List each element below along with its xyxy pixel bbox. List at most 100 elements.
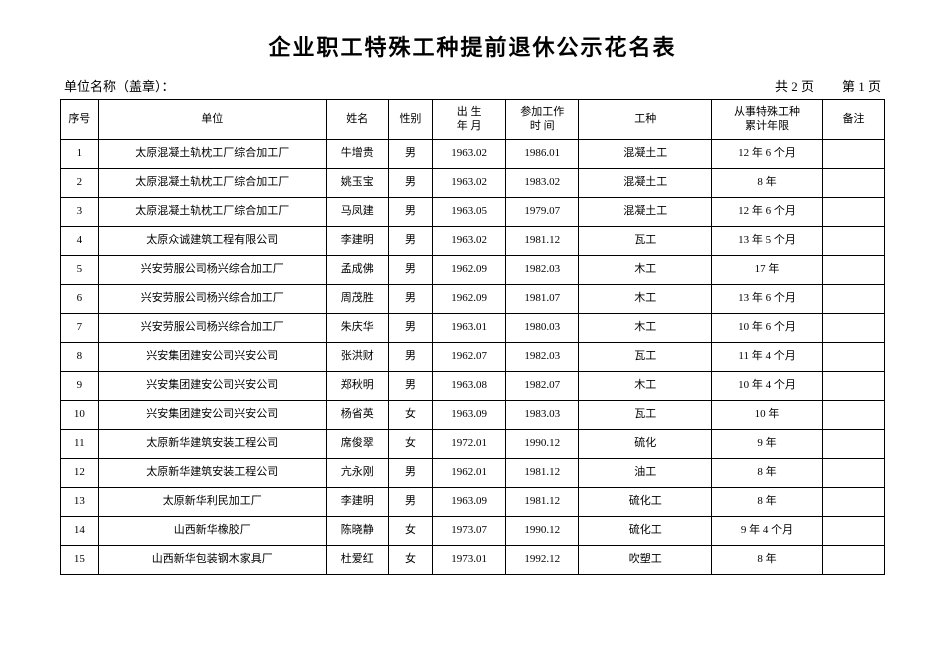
cell-sex: 男: [388, 314, 432, 343]
cell-org: 太原新华建筑安装工程公司: [98, 459, 326, 488]
cell-birth: 1963.02: [433, 140, 506, 169]
cell-name: 杨省英: [326, 401, 388, 430]
cell-org: 兴安集团建安公司兴安公司: [98, 343, 326, 372]
cell-duration: 8 年: [712, 488, 823, 517]
cell-seq: 7: [61, 314, 99, 343]
cell-birth: 1962.01: [433, 459, 506, 488]
col-name: 姓名: [326, 100, 388, 140]
page-title: 企业职工特殊工种提前退休公示花名表: [60, 30, 885, 62]
cell-org: 太原众诚建筑工程有限公司: [98, 227, 326, 256]
cell-org: 太原新华利民加工厂: [98, 488, 326, 517]
col-seq: 序号: [61, 100, 99, 140]
cell-birth: 1963.05: [433, 198, 506, 227]
cell-note: [822, 198, 884, 227]
cell-sex: 男: [388, 169, 432, 198]
cell-seq: 8: [61, 343, 99, 372]
cell-note: [822, 372, 884, 401]
cell-birth: 1963.02: [433, 169, 506, 198]
cell-duration: 8 年: [712, 546, 823, 575]
table-row: 15山西新华包装钢木家具厂杜爱红女1973.011992.12吹塑工8 年: [61, 546, 885, 575]
cell-join: 1983.03: [506, 401, 579, 430]
cell-birth: 1963.09: [433, 488, 506, 517]
cell-name: 马凤建: [326, 198, 388, 227]
cell-note: [822, 343, 884, 372]
cell-note: [822, 227, 884, 256]
cell-note: [822, 256, 884, 285]
cell-birth: 1963.08: [433, 372, 506, 401]
cell-job: 吹塑工: [579, 546, 712, 575]
table-row: 14山西新华橡胶厂陈晓静女1973.071990.12硫化工9 年 4 个月: [61, 517, 885, 546]
table-row: 10兴安集团建安公司兴安公司杨省英女1963.091983.03瓦工10 年: [61, 401, 885, 430]
cell-job: 混凝土工: [579, 140, 712, 169]
cell-sex: 男: [388, 227, 432, 256]
cell-note: [822, 140, 884, 169]
cell-birth: 1963.09: [433, 401, 506, 430]
cell-duration: 9 年: [712, 430, 823, 459]
cell-birth: 1962.09: [433, 285, 506, 314]
cell-job: 木工: [579, 372, 712, 401]
cell-seq: 3: [61, 198, 99, 227]
cell-note: [822, 314, 884, 343]
cell-sex: 男: [388, 198, 432, 227]
cell-sex: 女: [388, 430, 432, 459]
cell-duration: 11 年 4 个月: [712, 343, 823, 372]
table-row: 2太原混凝土轨枕工厂综合加工厂姚玉宝男1963.021983.02混凝土工8 年: [61, 169, 885, 198]
cell-seq: 14: [61, 517, 99, 546]
cell-note: [822, 169, 884, 198]
cell-name: 郑秋明: [326, 372, 388, 401]
table-row: 1太原混凝土轨枕工厂综合加工厂牛增贵男1963.021986.01混凝土工12 …: [61, 140, 885, 169]
cell-job: 瓦工: [579, 343, 712, 372]
cell-org: 太原新华建筑安装工程公司: [98, 430, 326, 459]
cell-name: 牛增贵: [326, 140, 388, 169]
cell-sex: 男: [388, 140, 432, 169]
cell-seq: 4: [61, 227, 99, 256]
table-row: 8兴安集团建安公司兴安公司张洪财男1962.071982.03瓦工11 年 4 …: [61, 343, 885, 372]
cell-duration: 8 年: [712, 459, 823, 488]
cell-name: 杜爱红: [326, 546, 388, 575]
cell-sex: 女: [388, 401, 432, 430]
cell-join: 1979.07: [506, 198, 579, 227]
cell-sex: 男: [388, 488, 432, 517]
cell-seq: 10: [61, 401, 99, 430]
cell-job: 硫化工: [579, 488, 712, 517]
cell-name: 朱庆华: [326, 314, 388, 343]
table-row: 13太原新华利民加工厂李建明男1963.091981.12硫化工8 年: [61, 488, 885, 517]
table-row: 7兴安劳服公司杨兴综合加工厂朱庆华男1963.011980.03木工10 年 6…: [61, 314, 885, 343]
cell-join: 1981.12: [506, 227, 579, 256]
cell-org: 兴安劳服公司杨兴综合加工厂: [98, 285, 326, 314]
table-row: 9兴安集团建安公司兴安公司郑秋明男1963.081982.07木工10 年 4 …: [61, 372, 885, 401]
subtitle-row: 单位名称（盖章）： 共 2 页 第 1 页: [60, 76, 885, 95]
cell-join: 1981.12: [506, 488, 579, 517]
col-birth: 出 生年 月: [433, 100, 506, 140]
cell-duration: 13 年 5 个月: [712, 227, 823, 256]
cell-birth: 1973.01: [433, 546, 506, 575]
table-row: 11太原新华建筑安装工程公司席俊翠女1972.011990.12硫化9 年: [61, 430, 885, 459]
cell-job: 瓦工: [579, 401, 712, 430]
table-row: 12太原新华建筑安装工程公司亢永刚男1962.011981.12油工8 年: [61, 459, 885, 488]
cell-name: 周茂胜: [326, 285, 388, 314]
cell-birth: 1962.07: [433, 343, 506, 372]
cell-sex: 男: [388, 459, 432, 488]
cell-seq: 6: [61, 285, 99, 314]
cell-org: 兴安集团建安公司兴安公司: [98, 401, 326, 430]
cell-org: 兴安劳服公司杨兴综合加工厂: [98, 256, 326, 285]
cell-job: 硫化工: [579, 517, 712, 546]
table-row: 5兴安劳服公司杨兴综合加工厂孟成佛男1962.091982.03木工17 年: [61, 256, 885, 285]
cell-name: 李建明: [326, 227, 388, 256]
cell-job: 硫化: [579, 430, 712, 459]
cell-join: 1983.02: [506, 169, 579, 198]
cell-seq: 2: [61, 169, 99, 198]
cell-job: 油工: [579, 459, 712, 488]
cell-duration: 9 年 4 个月: [712, 517, 823, 546]
col-duration: 从事特殊工种累计年限: [712, 100, 823, 140]
cell-join: 1982.03: [506, 256, 579, 285]
cell-name: 张洪财: [326, 343, 388, 372]
cell-org: 太原混凝土轨枕工厂综合加工厂: [98, 140, 326, 169]
cell-seq: 11: [61, 430, 99, 459]
cell-join: 1980.03: [506, 314, 579, 343]
cell-birth: 1963.02: [433, 227, 506, 256]
cell-seq: 9: [61, 372, 99, 401]
cell-job: 木工: [579, 256, 712, 285]
cell-birth: 1973.07: [433, 517, 506, 546]
cell-birth: 1962.09: [433, 256, 506, 285]
